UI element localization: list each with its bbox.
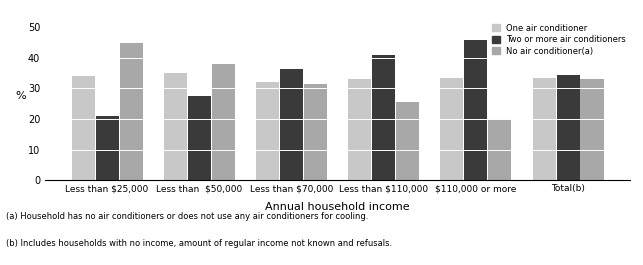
Bar [581,79,604,180]
Bar [488,119,511,180]
Bar [440,78,464,180]
Bar [164,73,187,180]
X-axis label: Annual household income: Annual household income [266,202,410,212]
Bar [464,39,487,180]
Bar [256,82,279,180]
Y-axis label: %: % [15,91,26,101]
Bar [396,102,419,180]
Bar [120,43,143,180]
Bar [96,116,118,180]
Bar [212,64,235,180]
Legend: One air conditioner, Two or more air conditioners, No air conditioner(a): One air conditioner, Two or more air con… [492,24,626,56]
Bar [532,78,556,180]
Bar [280,69,303,180]
Bar [71,76,95,180]
Bar [557,75,579,180]
Bar [348,79,371,180]
Text: (b) Includes households with no income, amount of regular income not known and r: (b) Includes households with no income, … [6,238,393,248]
Text: (a) Household has no air conditioners or does not use any air conditioners for c: (a) Household has no air conditioners or… [6,212,369,221]
Bar [372,55,395,180]
Bar [188,96,211,180]
Bar [304,84,327,180]
